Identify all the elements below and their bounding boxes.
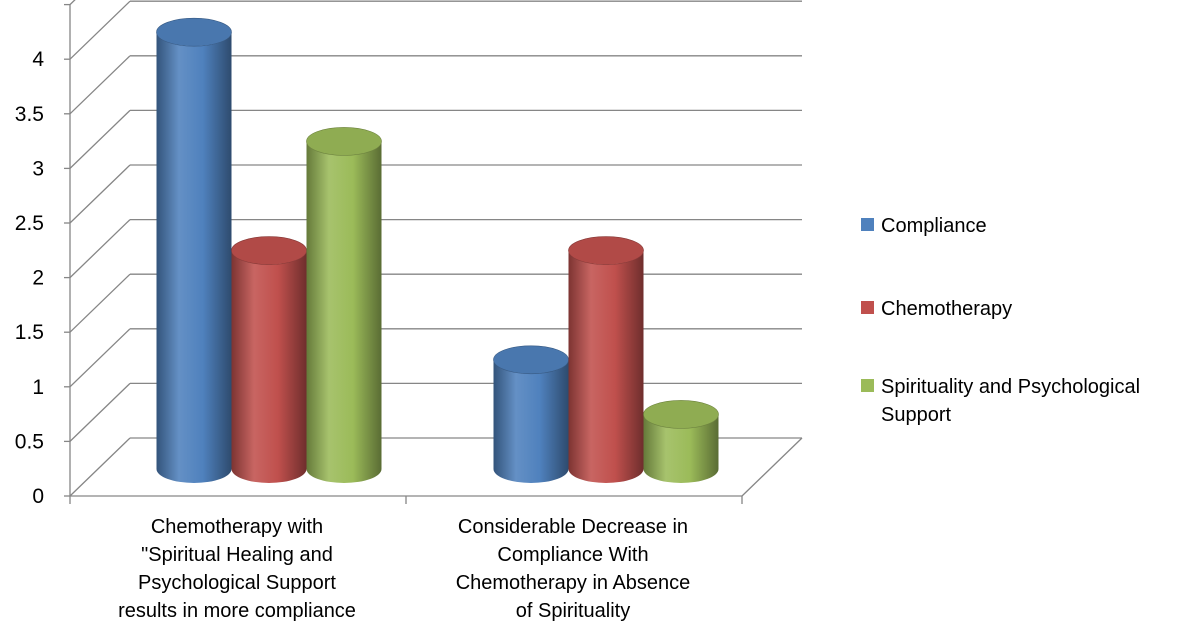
bar-top [568, 236, 644, 265]
category-label: Considerable Decrease in Compliance With C… [456, 516, 691, 622]
bar [231, 236, 307, 483]
bar-top [643, 400, 719, 429]
legend-item: Compliance [861, 215, 987, 237]
y-tick-label: 4 [32, 48, 44, 71]
gridline-side [69, 437, 131, 497]
legend-item: Chemotherapy [861, 298, 1012, 320]
bar [306, 127, 382, 483]
y-tick-label: 3 [32, 157, 44, 180]
legend-label: Chemotherapy [881, 298, 1012, 320]
legend-label: Spirituality and Psychological Support [881, 376, 1140, 426]
gridline-side [69, 382, 131, 442]
x-axis-category-labels: Chemotherapy with "Spiritual Healing and P… [118, 516, 690, 622]
y-tick-label: 0 [32, 485, 44, 508]
gridline-side [69, 328, 131, 388]
legend: Compliance Chemotherapy Spirituality and P… [861, 215, 1140, 426]
y-axis-tick-labels: 0 0.5 1 1.5 2 2.5 3 3.5 4 [15, 48, 45, 508]
bar-body [643, 414, 719, 483]
y-tick-label: 2 [32, 267, 44, 290]
bar-body [231, 250, 307, 483]
legend-item: Spirituality and Psychological Support [861, 376, 1140, 426]
gridline-side [69, 0, 76, 6]
bar-body [306, 141, 382, 483]
gridline-side [69, 273, 131, 333]
chart-grid [69, 0, 802, 497]
chart-bars [156, 17, 719, 483]
bar [156, 17, 232, 483]
bar [568, 236, 644, 483]
bar-top [306, 127, 382, 156]
bar [643, 400, 719, 483]
bar [493, 345, 569, 483]
bar-body [493, 359, 569, 483]
legend-swatch [861, 379, 874, 392]
floor-right-edge [741, 437, 803, 497]
gridline-side [69, 219, 131, 279]
bar-top [156, 17, 232, 47]
y-tick-label: 1.5 [15, 321, 44, 344]
y-tick-label: 1 [32, 376, 44, 399]
y-tick-label: 3.5 [15, 103, 44, 126]
category-label: Chemotherapy with "Spiritual Healing and P… [118, 516, 356, 622]
bar-body [568, 250, 644, 483]
legend-swatch [861, 301, 874, 314]
gridline-side [69, 0, 131, 60]
gridline-side [69, 55, 131, 115]
y-tick-label: 2.5 [15, 212, 44, 235]
gridline-side [69, 164, 131, 224]
bar-body [156, 32, 232, 483]
legend-swatch [861, 218, 874, 231]
y-tick-label: 0.5 [15, 430, 44, 453]
gridline-side [69, 109, 131, 169]
bar-top [493, 345, 569, 375]
bar-top [231, 236, 307, 265]
legend-label: Compliance [881, 215, 987, 237]
